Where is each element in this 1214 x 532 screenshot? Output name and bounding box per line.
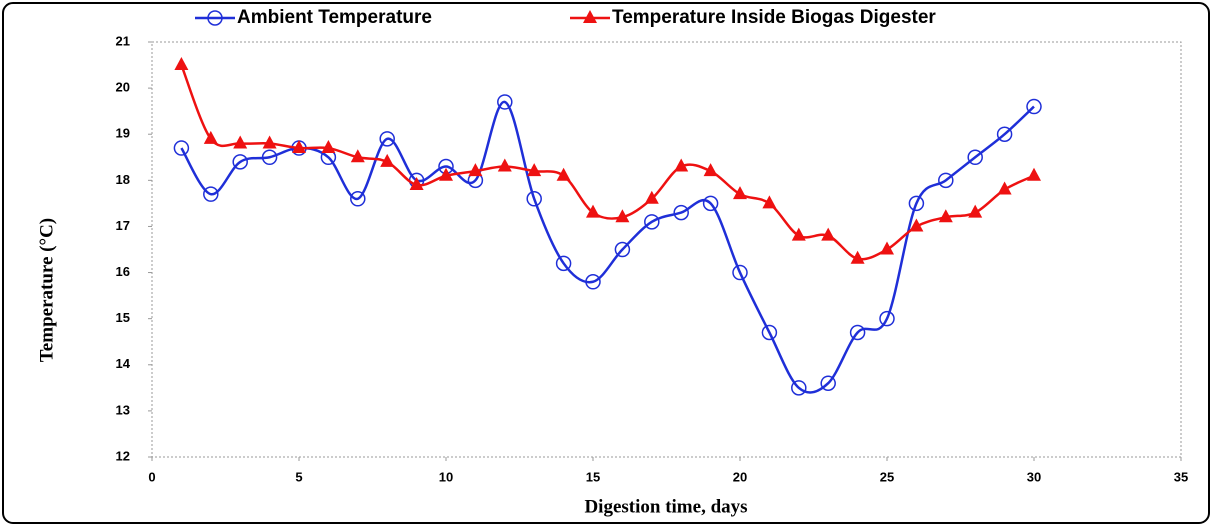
y-tick-label: 16 bbox=[116, 264, 130, 279]
marker bbox=[233, 135, 248, 149]
x-tick-label: 35 bbox=[1174, 469, 1188, 484]
marker bbox=[733, 186, 747, 200]
marker bbox=[702, 195, 719, 212]
y-tick-label: 19 bbox=[116, 126, 130, 141]
marker bbox=[880, 241, 894, 255]
marker bbox=[879, 310, 895, 327]
marker bbox=[996, 126, 1013, 142]
marker bbox=[821, 227, 836, 241]
marker bbox=[261, 149, 278, 166]
marker bbox=[908, 195, 925, 212]
marker bbox=[762, 195, 777, 209]
legend-label: Temperature Inside Biogas Digester bbox=[612, 7, 936, 28]
marker bbox=[938, 172, 954, 189]
marker bbox=[791, 227, 806, 241]
marker bbox=[556, 167, 571, 181]
y-tick-label: 17 bbox=[116, 218, 130, 233]
marker bbox=[585, 274, 601, 290]
y-tick-label: 13 bbox=[116, 402, 130, 417]
legend-marker bbox=[583, 10, 597, 23]
x-tick-label: 5 bbox=[295, 469, 302, 484]
marker bbox=[997, 181, 1012, 195]
marker bbox=[849, 324, 866, 341]
marker bbox=[586, 204, 600, 218]
marker bbox=[644, 214, 660, 230]
marker bbox=[350, 149, 365, 163]
x-tick-label: 25 bbox=[880, 469, 894, 484]
x-tick-label: 30 bbox=[1027, 469, 1041, 484]
y-tick-label: 14 bbox=[116, 356, 131, 371]
marker bbox=[791, 380, 807, 396]
marker bbox=[555, 255, 572, 272]
marker bbox=[468, 163, 483, 177]
marker bbox=[321, 140, 336, 154]
marker bbox=[292, 140, 306, 154]
y-tick-label: 15 bbox=[116, 310, 130, 325]
marker bbox=[967, 149, 983, 166]
marker bbox=[820, 375, 836, 391]
marker bbox=[938, 209, 953, 223]
marker bbox=[909, 218, 924, 232]
marker bbox=[262, 135, 277, 149]
legend-marker bbox=[207, 10, 223, 26]
marker bbox=[615, 209, 630, 223]
marker bbox=[1027, 167, 1041, 181]
marker bbox=[703, 163, 718, 177]
marker bbox=[174, 57, 189, 71]
marker bbox=[439, 167, 453, 181]
marker bbox=[614, 241, 631, 258]
y-tick-label: 20 bbox=[116, 80, 130, 95]
x-tick-label: 15 bbox=[586, 469, 600, 484]
marker bbox=[850, 250, 865, 264]
legend-label: Ambient Temperature bbox=[237, 7, 432, 28]
x-tick-label: 20 bbox=[733, 469, 747, 484]
y-tick-label: 12 bbox=[116, 448, 130, 463]
marker bbox=[673, 204, 689, 221]
marker bbox=[173, 140, 190, 156]
marker bbox=[350, 191, 366, 207]
x-axis-label: Digestion time, days bbox=[584, 496, 747, 517]
marker bbox=[644, 190, 659, 204]
y-tick-label: 18 bbox=[116, 172, 130, 187]
marker bbox=[674, 158, 689, 172]
marker bbox=[497, 94, 513, 110]
marker bbox=[497, 158, 512, 172]
marker bbox=[1026, 98, 1042, 115]
x-tick-label: 0 bbox=[148, 469, 155, 484]
y-tick-label: 21 bbox=[116, 33, 130, 48]
series-line bbox=[180, 100, 1035, 394]
y-axis-label: Temperature (°C) bbox=[36, 218, 57, 362]
marker bbox=[761, 324, 778, 341]
marker bbox=[968, 204, 983, 218]
marker bbox=[203, 186, 219, 202]
marker bbox=[526, 191, 542, 207]
marker bbox=[380, 153, 395, 167]
marker bbox=[409, 176, 424, 190]
marker bbox=[379, 131, 395, 147]
plot-area bbox=[151, 41, 1182, 458]
marker bbox=[732, 264, 748, 281]
x-tick-label: 10 bbox=[439, 469, 453, 484]
frame bbox=[2, 2, 1210, 524]
marker bbox=[232, 154, 248, 170]
marker bbox=[527, 163, 542, 177]
marker bbox=[203, 130, 218, 144]
